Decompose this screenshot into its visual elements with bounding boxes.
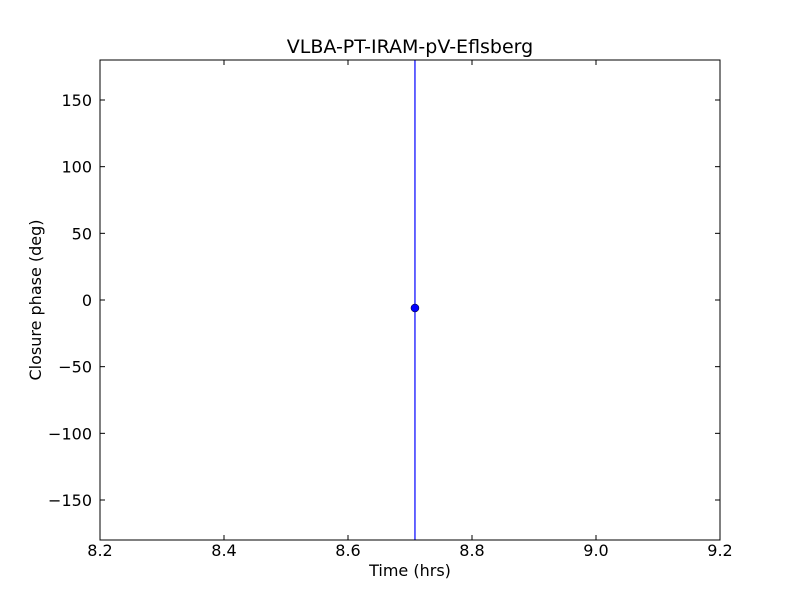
y-tick-label: 50 <box>72 224 92 243</box>
x-tick-label: 8.8 <box>459 541 484 560</box>
y-tick-label: −100 <box>48 424 92 443</box>
y-tick-label: 100 <box>61 158 92 177</box>
y-axis-label: Closure phase (deg) <box>26 219 45 380</box>
y-tick-label: 0 <box>82 291 92 310</box>
x-tick-label: 8.6 <box>335 541 360 560</box>
x-tick-label: 8.2 <box>87 541 112 560</box>
y-tick-label: −50 <box>58 358 92 377</box>
x-tick-label: 9.2 <box>707 541 732 560</box>
x-axis-label: Time (hrs) <box>368 561 451 580</box>
x-tick-label: 9.0 <box>583 541 608 560</box>
x-tick-label: 8.4 <box>211 541 236 560</box>
point <box>410 303 420 313</box>
chart-title: VLBA-PT-IRAM-pV-Eflsberg <box>287 36 533 58</box>
y-tick-label: 150 <box>61 91 92 110</box>
plot-area <box>410 60 420 540</box>
y-tick-label: −150 <box>48 491 92 510</box>
